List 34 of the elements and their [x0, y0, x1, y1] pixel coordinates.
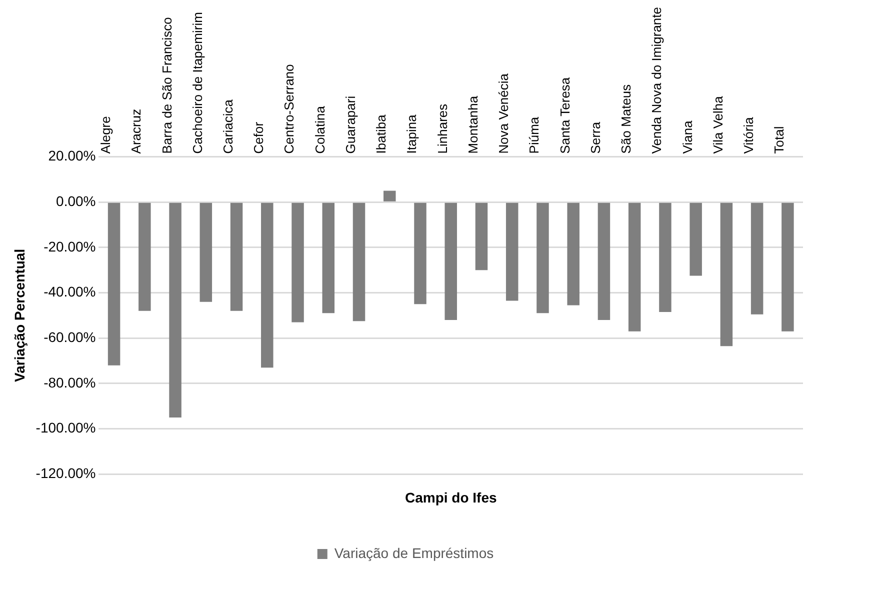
x-tick-label: São Mateus	[618, 84, 634, 154]
y-tick-label: 0.00%	[56, 192, 96, 209]
y-tick-label: -20.00%	[44, 238, 96, 254]
y-tick-label: -60.00%	[44, 328, 96, 345]
y-tick-label: -80.00%	[44, 374, 96, 390]
x-tick-label: Vitória	[741, 116, 756, 154]
x-tick-label: Guarapari	[342, 96, 358, 154]
x-tick-label: Cariacica	[220, 98, 236, 154]
y-tick-label: -40.00%	[44, 284, 96, 300]
x-tick-label: Santa Teresa	[557, 76, 572, 154]
x-tick-label: Venda Nova do Imigrante	[649, 6, 664, 154]
legend-label: Variação de Empréstimos	[334, 544, 494, 561]
x-tick-label: Nova Venécia	[496, 72, 512, 154]
x-tick-label: Vila Velha	[710, 95, 726, 154]
x-tick-label: Aracruz	[128, 108, 144, 154]
x-axis-title: Campi do Ifes	[404, 489, 497, 506]
y-tick-label: -120.00%	[36, 465, 96, 482]
y-tick-label: 20.00%	[48, 148, 96, 164]
x-tick-label: Total	[772, 126, 787, 154]
x-tick-label: Cachoeiro de Itapemirim	[190, 12, 205, 154]
x-tick-label: Colatina	[312, 105, 328, 154]
x-tick-label: Cefor	[251, 121, 266, 154]
x-tick-label: Itapina	[404, 114, 420, 154]
x-tick-label: Alegre	[98, 116, 114, 154]
x-tick-label: Viana	[680, 120, 695, 154]
x-tick-label: Serra	[588, 121, 603, 154]
x-tick-label: Linhares	[434, 103, 450, 154]
x-tick-label: Ibatiba	[374, 114, 389, 154]
x-tick-label: Montanha	[465, 95, 480, 154]
x-tick-label: Barra de São Francisco	[159, 17, 174, 154]
x-tick-label: Centro-Serrano	[282, 64, 297, 154]
y-axis-title: Variação Percentual	[11, 248, 28, 382]
y-tick-label: -100.00%	[36, 420, 96, 436]
x-tick-label: Piúma	[526, 116, 542, 154]
